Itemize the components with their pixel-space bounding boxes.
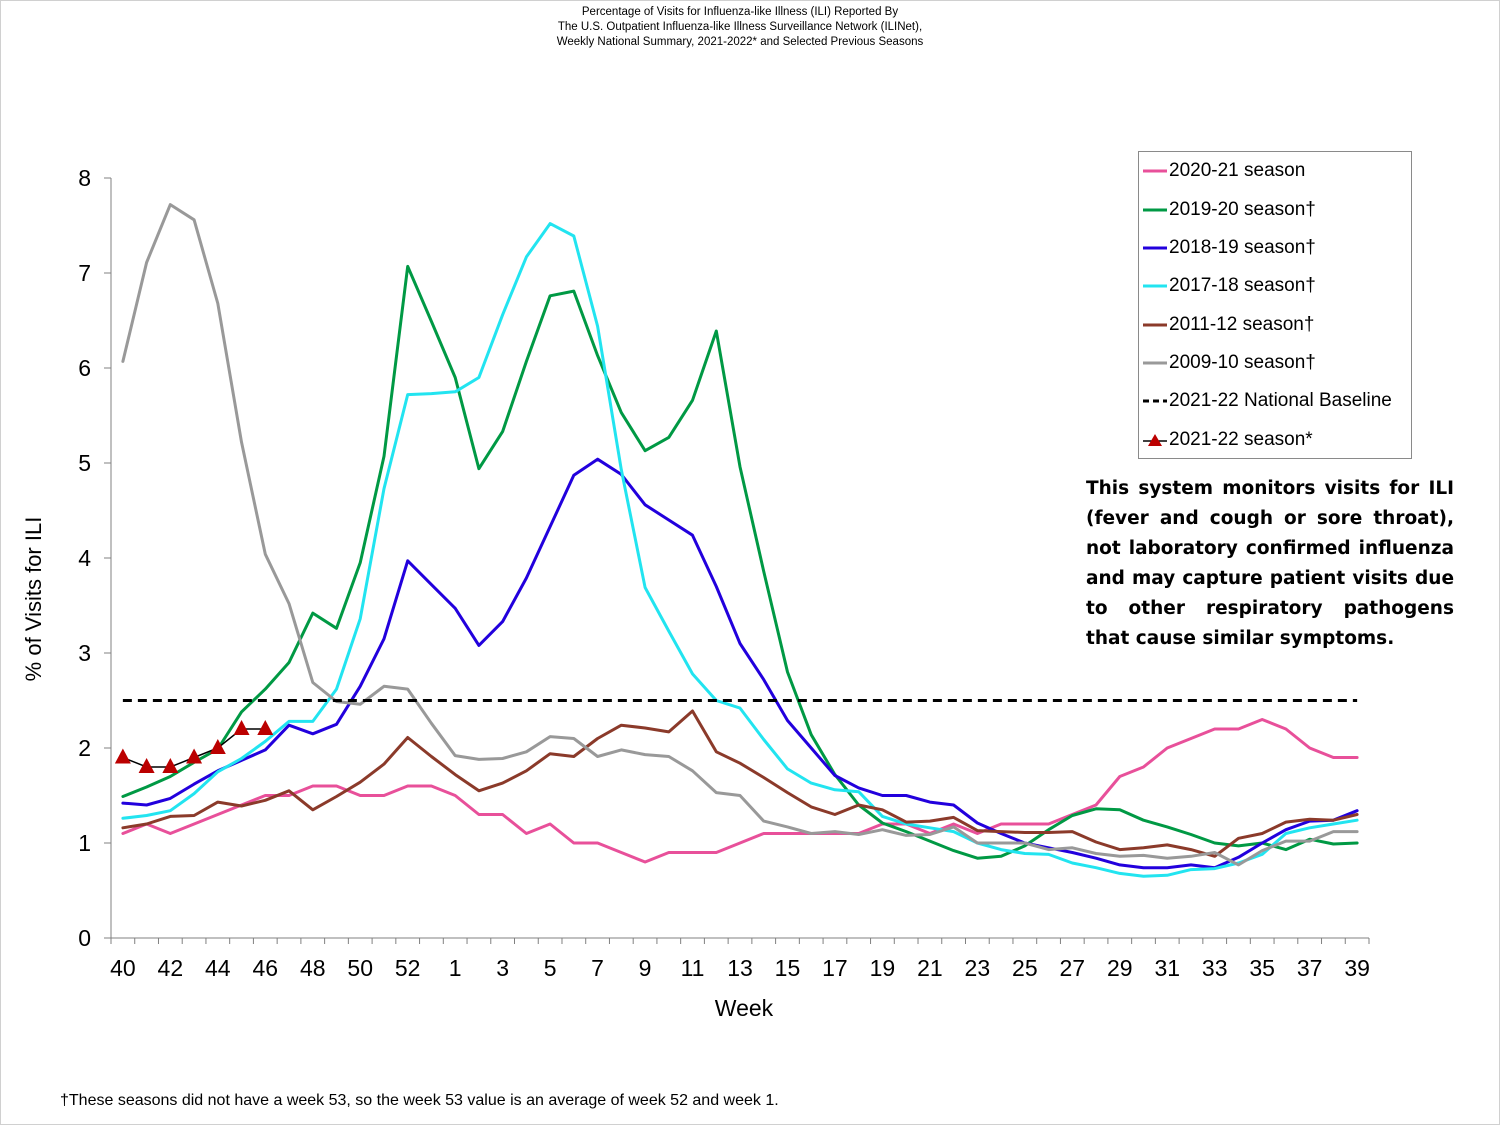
x-tick-label: 42 bbox=[158, 955, 184, 981]
x-tick-label: 5 bbox=[544, 955, 557, 981]
x-tick-label: 25 bbox=[1012, 955, 1038, 981]
legend-swatch-2020-21 bbox=[1143, 169, 1167, 173]
legend-label-2021-22: 2021-22 season* bbox=[1169, 429, 1313, 450]
legend-label-2009-10: 2009-10 season† bbox=[1169, 352, 1316, 373]
legend-item-2009-10: 2009-10 season† bbox=[1142, 350, 1316, 376]
x-tick-label: 15 bbox=[775, 955, 801, 981]
x-tick-label: 21 bbox=[917, 955, 943, 981]
y-tick-label: 7 bbox=[78, 260, 91, 286]
y-tick-label: 1 bbox=[78, 830, 91, 856]
series-marker-2021-22-week-42 bbox=[162, 758, 179, 773]
legend-swatch-2009-10 bbox=[1143, 361, 1167, 365]
x-tick-label: 7 bbox=[591, 955, 604, 981]
series-marker-2021-22-week-41 bbox=[138, 758, 155, 773]
legend-item-2011-12: 2011-12 season† bbox=[1142, 312, 1314, 338]
x-tick-label: 17 bbox=[822, 955, 848, 981]
legend-label-2011-12: 2011-12 season† bbox=[1169, 314, 1315, 335]
chart-title-line-1: Percentage of Visits for Influenza-like … bbox=[581, 6, 899, 18]
x-tick-label: 31 bbox=[1154, 955, 1180, 981]
chart-title-line-2: The U.S. Outpatient Influenza-like Illne… bbox=[557, 21, 923, 33]
x-axis-label: Week bbox=[714, 995, 774, 1021]
x-tick-label: 33 bbox=[1202, 955, 1228, 981]
y-tick-label: 4 bbox=[78, 545, 91, 571]
legend-swatch-2011-12 bbox=[1143, 323, 1167, 327]
legend-item-2018-19: 2018-19 season† bbox=[1142, 235, 1316, 261]
series-marker-2021-22-week-46 bbox=[257, 720, 274, 735]
x-tick-label: 35 bbox=[1249, 955, 1275, 981]
x-tick-label: 11 bbox=[681, 955, 705, 981]
y-tick-label: 6 bbox=[78, 355, 91, 381]
legend-label-baseline: 2021-22 National Baseline bbox=[1169, 390, 1392, 411]
series-marker-2021-22-week-44 bbox=[209, 739, 226, 754]
x-tick-label: 9 bbox=[639, 955, 652, 981]
x-tick-label: 1 bbox=[449, 955, 462, 981]
x-tick-label: 29 bbox=[1107, 955, 1133, 981]
legend-swatch-2018-19 bbox=[1143, 246, 1167, 250]
x-tick-label: 37 bbox=[1297, 955, 1323, 981]
legend-item-2021-22: 2021-22 season* bbox=[1142, 427, 1313, 453]
x-tick-label: 27 bbox=[1060, 955, 1086, 981]
y-tick-label: 3 bbox=[78, 640, 91, 666]
x-tick-label: 23 bbox=[965, 955, 991, 981]
legend-item-2017-18: 2017-18 season† bbox=[1142, 273, 1316, 299]
legend-label-2019-20: 2019-20 season† bbox=[1169, 199, 1316, 220]
x-tick-label: 40 bbox=[110, 955, 136, 981]
series-marker-2021-22-week-43 bbox=[186, 748, 203, 764]
x-tick-label: 39 bbox=[1344, 955, 1370, 981]
legend-label-2020-21: 2020-21 season bbox=[1169, 160, 1306, 181]
surveillance-note: This system monitors visits for ILI (fev… bbox=[1086, 478, 1454, 649]
x-tick-label: 50 bbox=[347, 955, 373, 981]
series-line-2020-21-season bbox=[121, 718, 1359, 864]
chart-legend: 2020-21 season 2019-20 season† 2018-19 s… bbox=[1138, 151, 1412, 459]
x-tick-label: 52 bbox=[395, 955, 421, 981]
y-tick-label: 0 bbox=[78, 925, 91, 951]
x-tick-label: 3 bbox=[496, 955, 509, 981]
legend-label-2018-19: 2018-19 season† bbox=[1169, 237, 1316, 258]
legend-item-2020-21: 2020-21 season bbox=[1142, 158, 1305, 184]
series-marker-2021-22-week-45 bbox=[233, 720, 250, 735]
legend-swatch-baseline bbox=[1143, 399, 1167, 403]
series-line-2018-19-season bbox=[121, 457, 1359, 870]
legend-swatch-2019-20 bbox=[1143, 208, 1167, 212]
series-line-2009-10-season bbox=[121, 203, 1359, 867]
legend-swatch-2017-18 bbox=[1143, 284, 1167, 288]
legend-item-2019-20: 2019-20 season† bbox=[1142, 197, 1316, 223]
y-tick-label: 5 bbox=[78, 450, 91, 476]
series-line-2017-18-season bbox=[121, 222, 1359, 878]
x-tick-label: 46 bbox=[252, 955, 278, 981]
legend-item-baseline: 2021-22 National Baseline bbox=[1142, 388, 1392, 414]
y-tick-label: 8 bbox=[78, 165, 91, 191]
series-marker-2021-22-week-40 bbox=[114, 748, 131, 764]
x-tick-label: 19 bbox=[870, 955, 896, 981]
y-tick-label: 2 bbox=[78, 735, 91, 761]
legend-swatch-2021-22 bbox=[1143, 434, 1167, 446]
chart-title-line-3: Weekly National Summary, 2021-2022* and … bbox=[556, 36, 924, 48]
y-axis-label: % of Visits for ILI bbox=[21, 516, 46, 682]
series-line-2011-12-season bbox=[121, 709, 1359, 858]
legend-label-2017-18: 2017-18 season† bbox=[1169, 275, 1316, 296]
x-tick-label: 44 bbox=[205, 955, 231, 981]
series-line-2019-20-season bbox=[121, 264, 1359, 860]
x-tick-label: 13 bbox=[727, 955, 753, 981]
week53-footnote: †These seasons did not have a week 53, s… bbox=[60, 1092, 779, 1109]
x-tick-label: 48 bbox=[300, 955, 326, 981]
